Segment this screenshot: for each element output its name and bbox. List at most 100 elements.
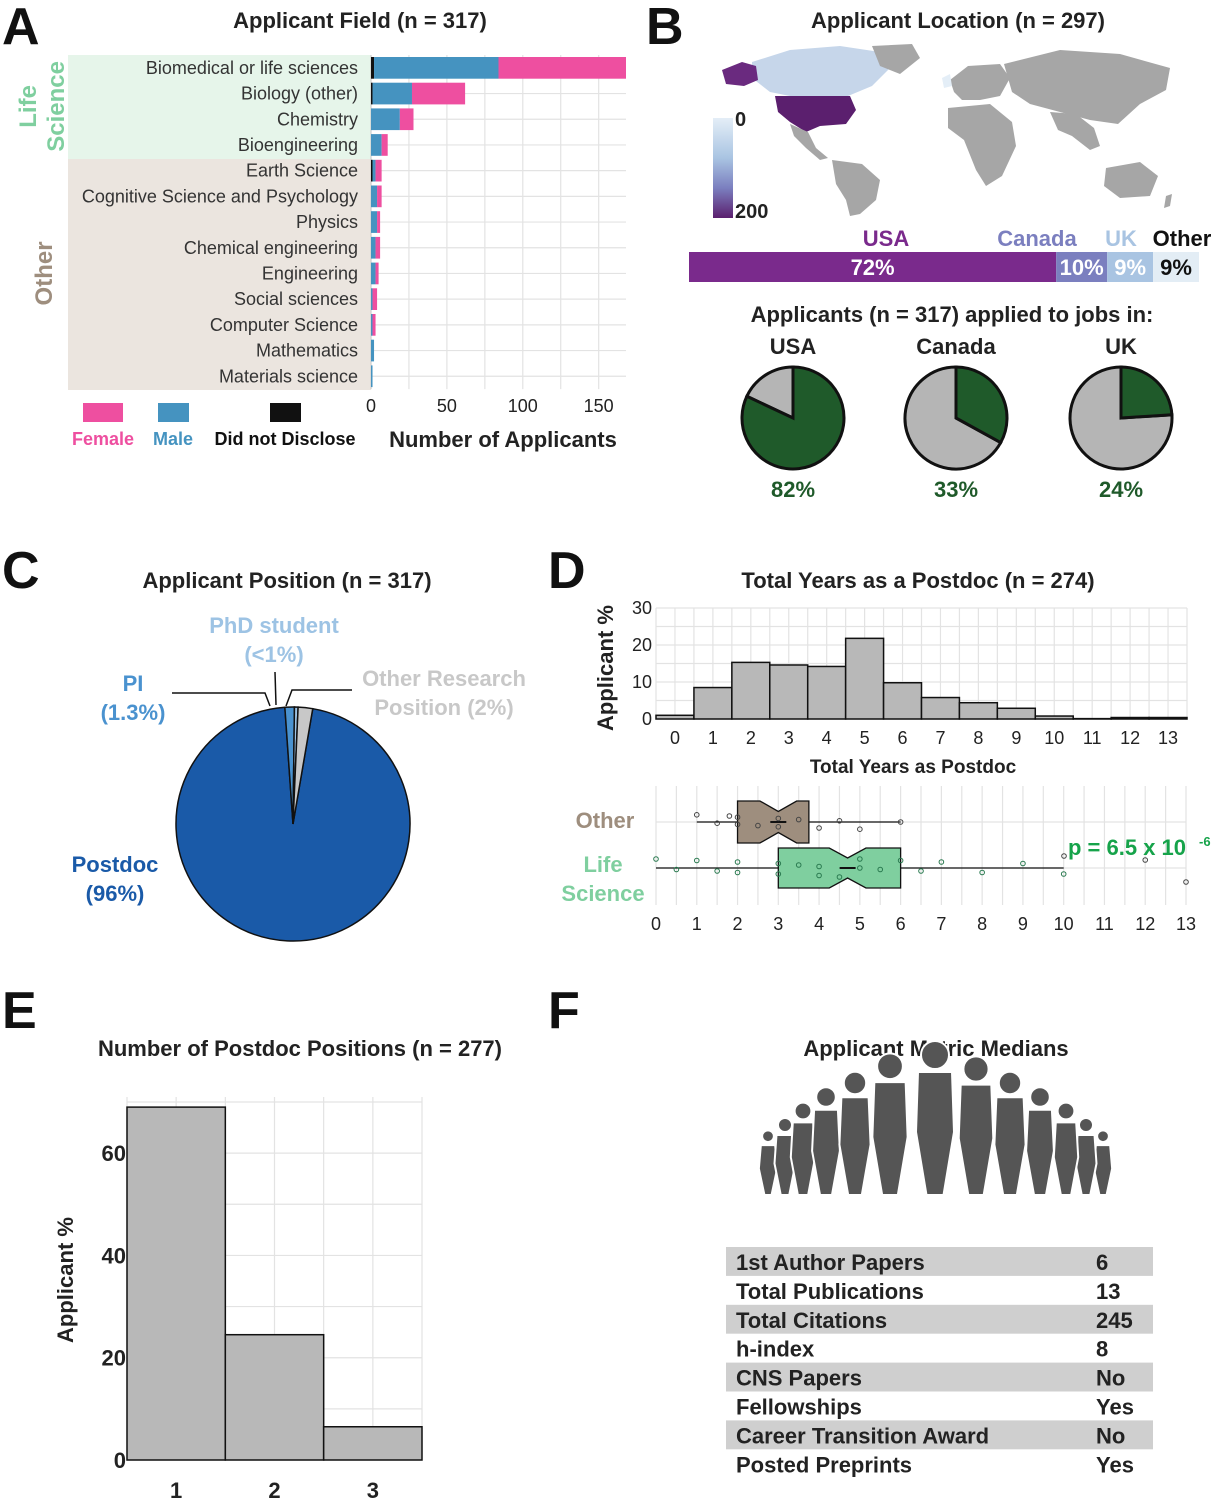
metric-value-posted-preprints: Yes: [1096, 1452, 1134, 1477]
pie-slice-applied-canada: [954, 365, 1009, 445]
bar-male-physics: [371, 211, 378, 233]
person-figure: [838, 1070, 872, 1196]
x-tick-label: 0: [366, 396, 376, 416]
data-point-life-science: [775, 860, 782, 867]
p-value-label: p = 6.5 x 10: [1068, 835, 1186, 860]
pie-label-postdoc: Postdoc: [72, 852, 159, 877]
group-label-life-science: Science: [561, 881, 644, 906]
colorbar-max-label: 200: [735, 201, 768, 223]
person-head: [842, 1070, 868, 1096]
person-head: [962, 1055, 990, 1083]
person-body: [993, 1096, 1027, 1196]
metric-medians-table: 1st Author Papers 6 Total Publications 13 To…: [726, 1247, 1153, 1477]
bar-male-bioengineering: [371, 134, 382, 156]
person-head: [777, 1117, 793, 1133]
data-point-life-science: [714, 868, 720, 874]
category-label-mathematics: Mathematics: [256, 341, 358, 361]
data-point-other: [734, 814, 741, 821]
person-head: [920, 1040, 950, 1070]
histogram-bar-8: [958, 701, 999, 720]
group-label-life-science: Life: [583, 852, 622, 877]
data-point-life-science: [857, 865, 863, 871]
metric-value-fellowships: Yes: [1096, 1395, 1134, 1420]
box-x-tick-label: 4: [814, 914, 824, 934]
data-point-life-science: [775, 871, 782, 877]
pie-slice-applied-usa: [740, 365, 846, 471]
bar-female-biomedical-or-life-sciences: [498, 57, 626, 79]
data-point-life-science: [979, 869, 985, 876]
box-x-tick-label: 5: [855, 914, 865, 934]
legend-label-female: Female: [72, 429, 134, 449]
bar-did-not-disclose-biomedical-or-life-sciences: [371, 57, 375, 79]
map-new-zealand: [1164, 194, 1172, 208]
data-point-other: [857, 826, 863, 833]
share-name-other: Other: [1153, 226, 1212, 251]
pie-label-postdoc: (96%): [86, 881, 145, 906]
job-location-pies: USA 82% Canada 33% UK 24%: [740, 334, 1174, 502]
data-point-life-science: [673, 866, 680, 873]
pie-title-uk: UK: [1105, 334, 1137, 359]
panel-a-x-ticks: 0 50 100 150: [366, 396, 614, 416]
map-europe: [950, 64, 1010, 100]
metric-value-1st-author-papers: 6: [1096, 1250, 1108, 1275]
metric-name-total-publications: Total Publications: [736, 1279, 924, 1304]
x-tick-label: 2: [268, 1478, 280, 1500]
box-x-tick-label: 8: [977, 914, 987, 934]
data-point-life-science: [816, 872, 822, 879]
y-tick-label: 30: [632, 598, 652, 618]
panel-a-gridlines: [370, 55, 626, 390]
person-head: [1029, 1086, 1051, 1108]
metric-name-posted-preprints: Posted Preprints: [736, 1452, 912, 1477]
person-body: [811, 1108, 841, 1196]
data-point-other: [734, 821, 741, 828]
pie-slice-applied-uk: [1119, 365, 1174, 420]
panel-a-title: Applicant Field (n = 317): [233, 8, 487, 33]
bar-did-not-disclose-earth-science: [371, 159, 373, 182]
box-x-tick-label: 6: [896, 914, 906, 934]
person-figure: [757, 1129, 779, 1196]
box-x-tick-label: 2: [733, 914, 743, 934]
person-body: [838, 1096, 872, 1196]
y-tick-label: 10: [632, 672, 652, 692]
outlier-point: [1061, 853, 1067, 859]
panel-a: A Applicant Field (n = 317) LifeScience O…: [2, 0, 626, 452]
bar-positions-1: [126, 1106, 227, 1461]
pie-label-other-research-position: Position (2%): [374, 695, 513, 720]
panel-letter-f: F: [548, 982, 580, 1040]
share-pct-usa: 72%: [851, 255, 895, 280]
outlier-point: [1142, 857, 1149, 863]
data-point-other: [693, 812, 700, 818]
person-head: [1078, 1117, 1094, 1133]
x-tick-label: 9: [1011, 728, 1021, 748]
table-row-band: [726, 1420, 1153, 1450]
box-x-tick-label: 10: [1054, 914, 1074, 934]
pie-label-phd-student: PhD student: [209, 613, 339, 638]
y-tick-label: 40: [102, 1243, 126, 1268]
postdoc-positions-bar-chart: 1 2 3 0 20 40 60: [102, 1097, 423, 1500]
bar-female-biology-other: [411, 82, 466, 105]
map-greenland: [872, 44, 920, 74]
bar-female-social-sciences: [372, 288, 378, 310]
people-crowd-icon: [757, 1040, 1114, 1196]
bar-did-not-disclose-biology-other: [371, 82, 373, 105]
person-figure: [1074, 1117, 1098, 1196]
metric-value-h-index: 8: [1096, 1337, 1108, 1362]
histogram-bar-4: [806, 665, 847, 720]
map-asia: [1004, 50, 1170, 124]
x-tick-label: 4: [822, 728, 832, 748]
category-label-chemistry: Chemistry: [277, 109, 358, 129]
panel-d-y-axis-label: Applicant %: [593, 605, 618, 731]
bar-female-bioengineering: [381, 134, 388, 156]
histogram-bar-6: [882, 681, 923, 720]
category-label-bioengineering: Bioengineering: [238, 135, 358, 155]
share-pct-canada: 10%: [1060, 255, 1104, 280]
map-colorbar: [713, 118, 733, 218]
share-name-canada: Canada: [997, 226, 1077, 251]
data-point-life-science: [734, 869, 741, 876]
legend-label-male: Male: [153, 429, 193, 449]
x-tick-label: 5: [860, 728, 870, 748]
position-pie: [175, 706, 411, 942]
data-point-other: [775, 815, 782, 822]
metric-name-cns-papers: CNS Papers: [736, 1366, 862, 1391]
